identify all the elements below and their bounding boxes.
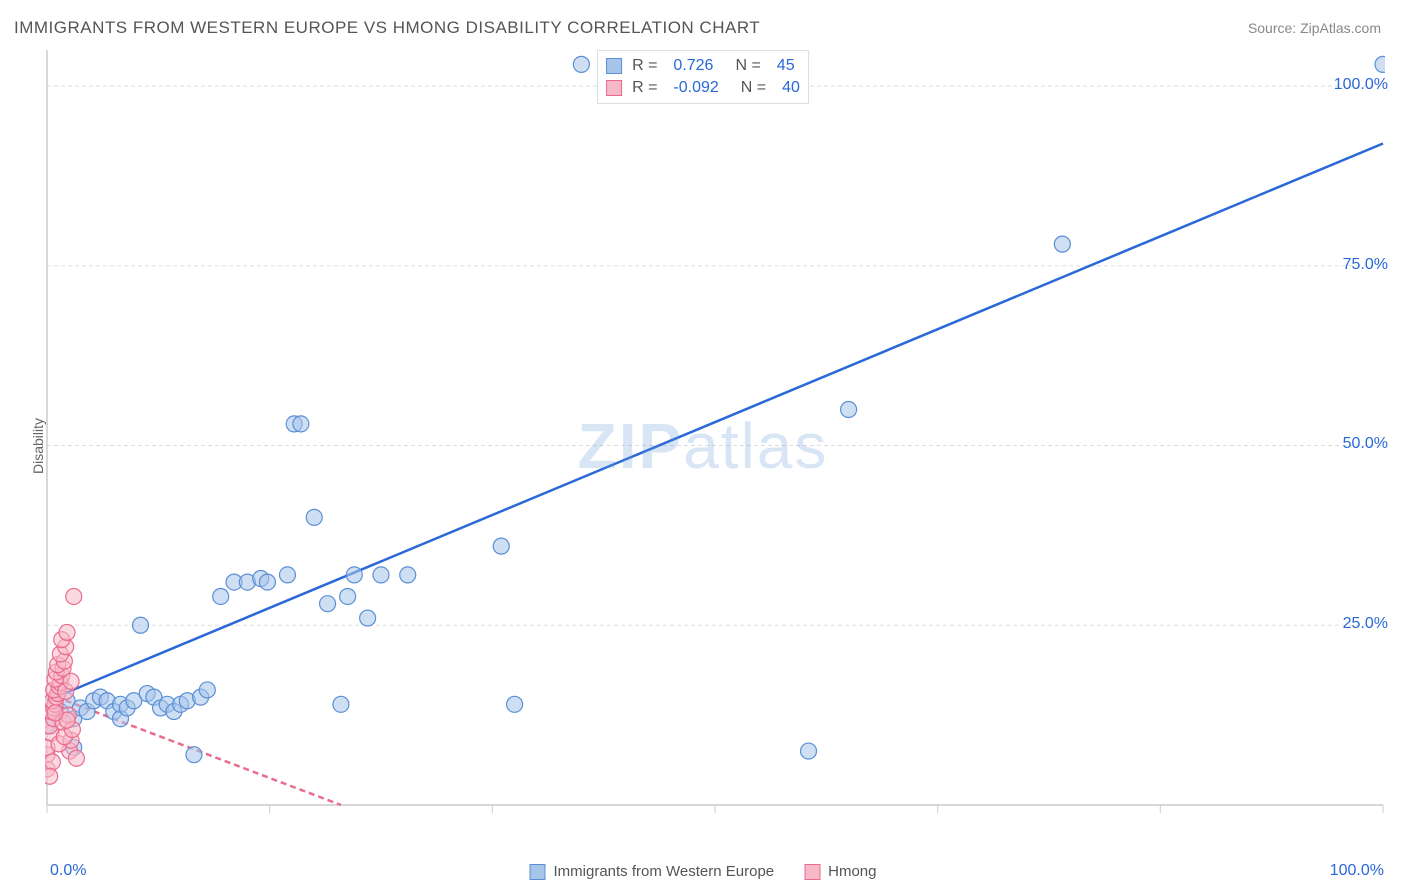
r-label: R = [632, 57, 657, 75]
x-axis-tick-100: 100.0% [1330, 862, 1384, 880]
legend-stats-row: R = 0.726 N = 45 [606, 55, 800, 77]
y-axis-tick: 100.0% [1334, 76, 1388, 94]
legend-stats: R = 0.726 N = 45 R = -0.092 N = 40 [597, 50, 809, 104]
chart-plot-area [45, 45, 1385, 835]
chart-source: Source: ZipAtlas.com [1248, 20, 1381, 36]
legend-series: Immigrants from Western Europe Hmong [530, 863, 877, 880]
legend-series-label: Hmong [828, 863, 876, 880]
r-value: -0.092 [673, 79, 718, 97]
n-label: N = [741, 79, 766, 97]
y-axis-tick: 75.0% [1343, 256, 1388, 274]
legend-swatch [804, 864, 820, 880]
n-value: 40 [782, 79, 800, 97]
r-label: R = [632, 79, 657, 97]
y-axis-tick: 25.0% [1343, 615, 1388, 633]
chart-svg [45, 45, 1385, 835]
legend-swatch [530, 864, 546, 880]
y-axis-label: Disability [30, 418, 46, 474]
legend-series-item: Immigrants from Western Europe [530, 863, 775, 880]
n-value: 45 [777, 57, 795, 75]
n-label: N = [735, 57, 760, 75]
legend-swatch [606, 58, 622, 74]
y-axis-tick: 50.0% [1343, 435, 1388, 453]
x-axis-tick-0: 0.0% [50, 862, 86, 880]
chart-title: IMMIGRANTS FROM WESTERN EUROPE VS HMONG … [14, 18, 760, 38]
legend-series-label: Immigrants from Western Europe [554, 863, 775, 880]
legend-series-item: Hmong [804, 863, 876, 880]
r-value: 0.726 [673, 57, 713, 75]
legend-swatch [606, 80, 622, 96]
legend-stats-row: R = -0.092 N = 40 [606, 77, 800, 99]
